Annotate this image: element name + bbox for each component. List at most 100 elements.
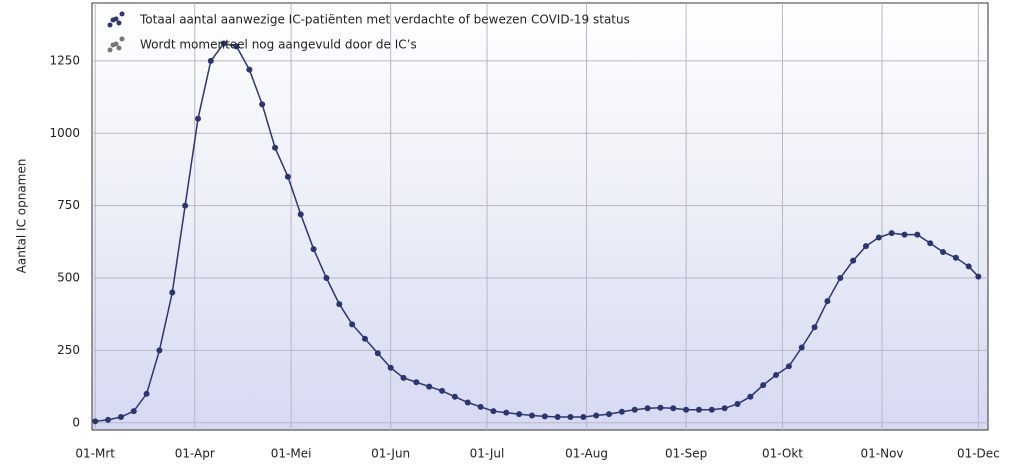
- point: [975, 273, 982, 280]
- y-tick-label: 1000: [49, 126, 80, 140]
- point: [117, 413, 124, 420]
- point: [361, 335, 368, 342]
- point: [670, 405, 677, 412]
- point: [850, 257, 857, 264]
- point: [220, 40, 227, 47]
- point: [464, 399, 471, 406]
- point: [490, 408, 497, 415]
- point: [156, 347, 163, 354]
- point: [439, 387, 446, 394]
- point: [374, 350, 381, 357]
- point: [837, 275, 844, 282]
- legend-label: Wordt momenteel nog aangevuld door de IC…: [140, 38, 417, 52]
- legend-icon: [110, 42, 116, 48]
- point: [284, 173, 291, 180]
- x-tick-label: 01-Mrt: [75, 447, 115, 461]
- point: [747, 393, 754, 400]
- x-tick-label: 01-Jul: [470, 447, 505, 461]
- point: [246, 66, 253, 73]
- legend-icon: [110, 17, 116, 23]
- point: [940, 248, 947, 255]
- y-tick-label: 1250: [49, 53, 80, 67]
- y-tick-label: 0: [72, 415, 80, 429]
- point: [92, 418, 99, 425]
- point: [413, 379, 420, 386]
- y-tick-label: 500: [57, 271, 80, 285]
- point: [644, 405, 651, 412]
- point: [888, 230, 895, 237]
- point: [426, 383, 433, 390]
- point: [708, 406, 715, 413]
- x-tick-label: 01-Dec: [957, 447, 1000, 461]
- point: [631, 406, 638, 413]
- point: [541, 413, 548, 420]
- point: [528, 412, 535, 419]
- point: [606, 411, 613, 418]
- plot-area: [91, 2, 989, 431]
- point: [965, 263, 972, 270]
- point: [503, 409, 510, 416]
- x-tick-label: 01-Nov: [861, 447, 904, 461]
- point: [259, 101, 266, 108]
- point: [194, 115, 201, 122]
- x-tick-label: 01-Apr: [175, 447, 215, 461]
- point: [400, 374, 407, 381]
- point: [349, 321, 356, 328]
- x-tick-label: 01-Okt: [762, 447, 803, 461]
- x-tick-label: 01-Mei: [271, 447, 312, 461]
- point: [169, 289, 176, 296]
- y-tick-label: 250: [57, 343, 80, 357]
- legend-icon: [116, 20, 122, 26]
- point: [387, 364, 394, 371]
- point: [695, 406, 702, 413]
- x-tick-label: 01-Aug: [565, 447, 608, 461]
- point: [683, 406, 690, 413]
- point: [618, 408, 625, 415]
- point: [952, 254, 959, 261]
- point: [516, 411, 523, 418]
- x-tick-label: 01-Jun: [371, 447, 410, 461]
- point: [323, 275, 330, 282]
- point: [130, 408, 137, 415]
- legend-icon: [116, 45, 122, 51]
- point: [785, 363, 792, 370]
- point: [451, 393, 458, 400]
- point: [875, 234, 882, 241]
- point: [207, 57, 214, 64]
- point: [760, 382, 767, 389]
- point: [734, 400, 741, 407]
- y-tick-label: 750: [57, 198, 80, 212]
- point: [336, 301, 343, 308]
- point: [272, 144, 279, 151]
- point: [567, 413, 574, 420]
- line: [95, 42, 979, 423]
- point: [233, 43, 240, 50]
- point: [862, 243, 869, 250]
- legend-icon: [119, 11, 125, 17]
- point: [310, 246, 317, 253]
- point: [927, 240, 934, 247]
- point: [477, 403, 484, 410]
- point: [773, 371, 780, 378]
- legend-icon: [119, 36, 125, 42]
- point: [105, 416, 112, 423]
- point: [657, 404, 664, 411]
- point: [721, 405, 728, 412]
- point: [901, 231, 908, 238]
- legend-icon: [107, 22, 113, 28]
- point: [143, 390, 150, 397]
- point: [811, 324, 818, 331]
- x-tick-label: 01-Sep: [665, 447, 707, 461]
- point: [182, 202, 189, 209]
- y-axis-label: Aantal IC opnamen: [15, 159, 29, 274]
- point: [554, 413, 561, 420]
- legend-label: Totaal aantal aanwezige IC-patiënten met…: [139, 13, 630, 27]
- point: [824, 298, 831, 305]
- point: [580, 413, 587, 420]
- point: [593, 412, 600, 419]
- legend-icon: [107, 47, 113, 53]
- point: [798, 344, 805, 351]
- point: [914, 231, 921, 238]
- point: [297, 211, 304, 218]
